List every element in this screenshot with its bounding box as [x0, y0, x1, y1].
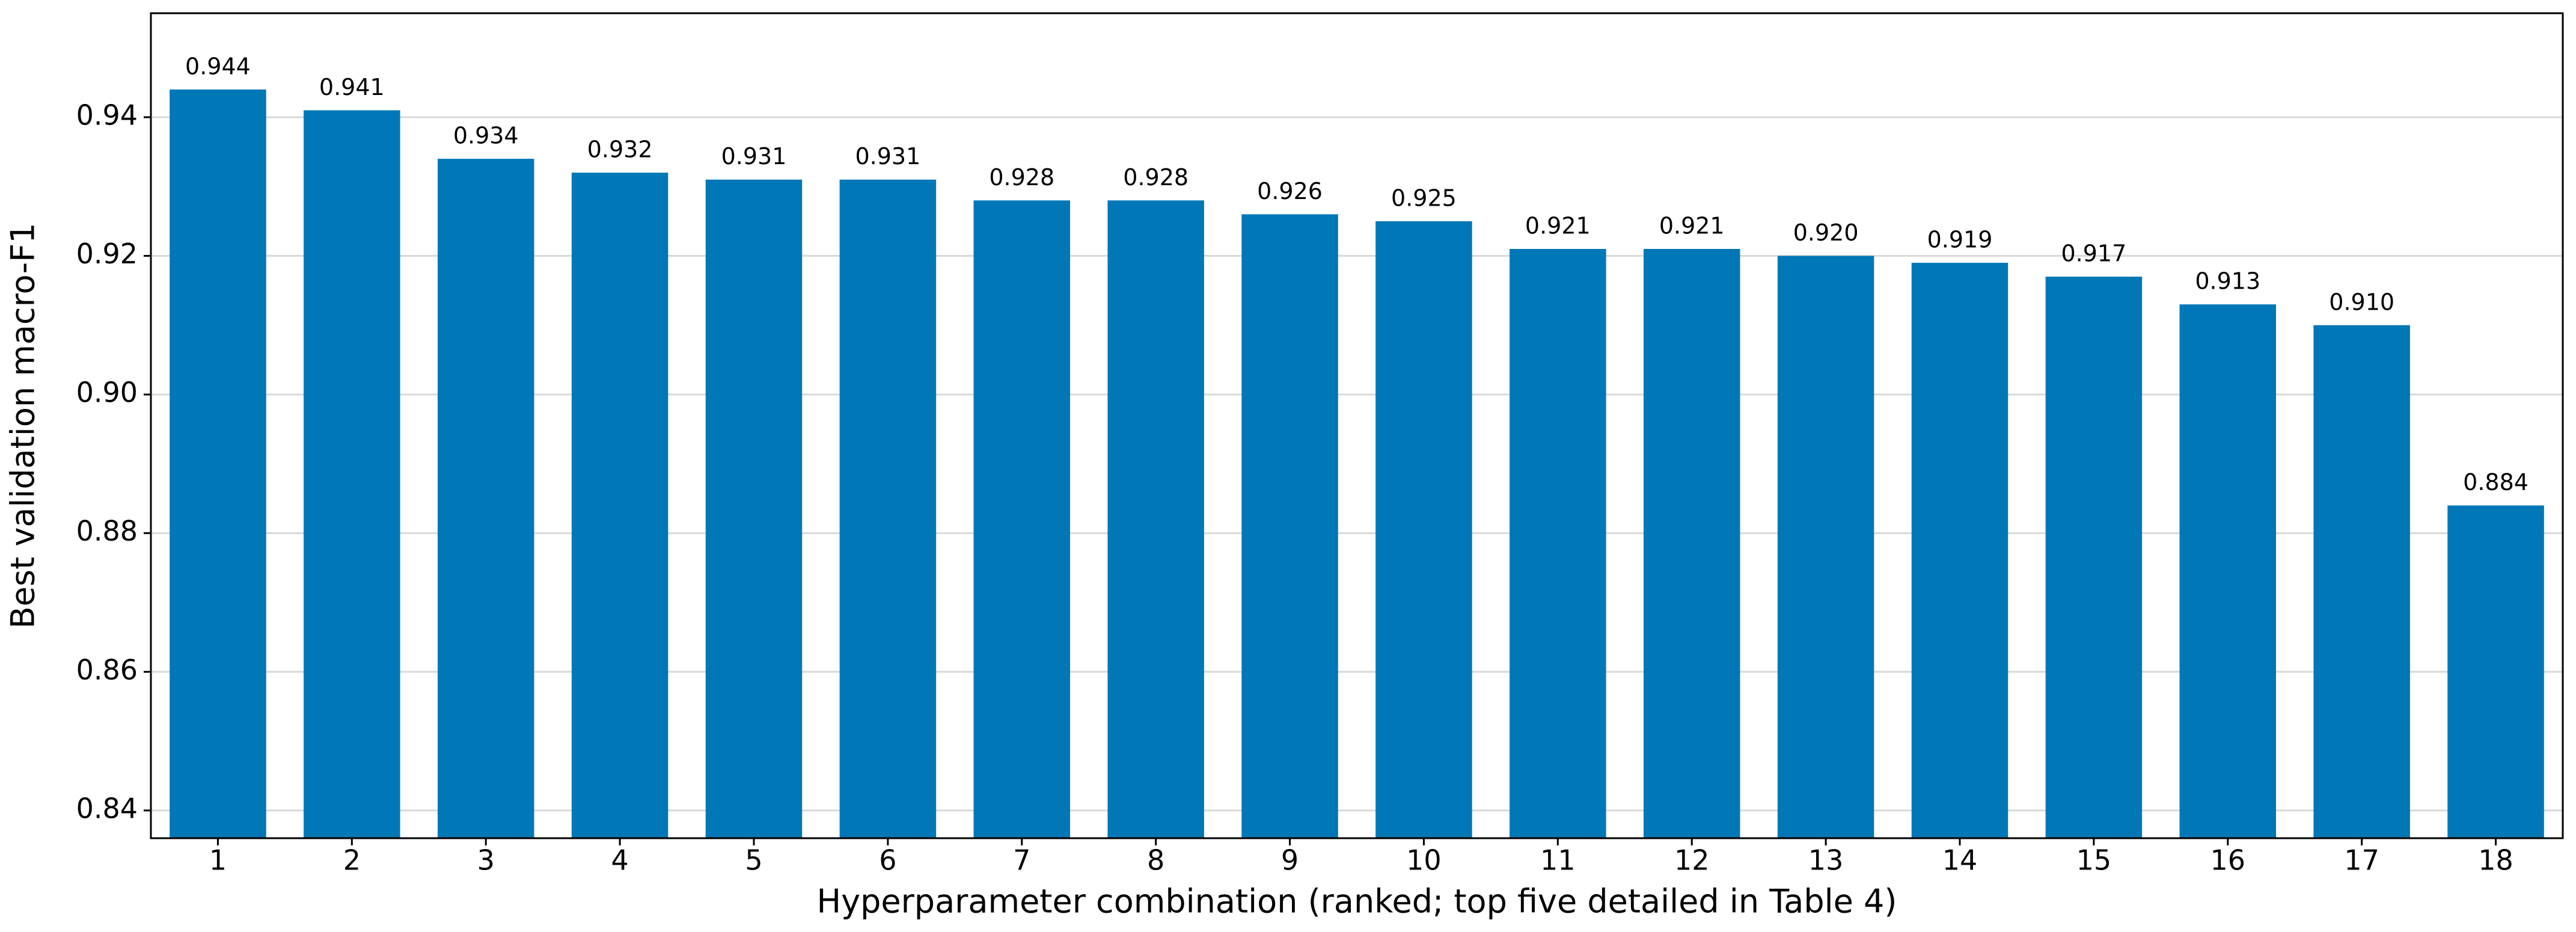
bar [571, 173, 668, 838]
value-label: 0.925 [1391, 185, 1457, 211]
x-tick-label: 3 [477, 844, 495, 877]
x-tick-label: 4 [611, 844, 628, 877]
value-label: 0.919 [1927, 227, 1993, 253]
x-tick-label: 17 [2344, 844, 2379, 877]
x-tick-label: 15 [2076, 844, 2112, 877]
bar [1510, 249, 1606, 838]
bar [170, 89, 266, 839]
bar [304, 110, 400, 839]
x-tick-label: 1 [209, 844, 227, 877]
bar [1911, 263, 2008, 838]
value-label: 0.926 [1257, 178, 1323, 204]
value-label: 0.884 [2463, 469, 2529, 495]
value-label: 0.913 [2195, 268, 2260, 295]
x-tick-label: 12 [1674, 844, 1710, 877]
x-tick-label: 6 [879, 844, 896, 877]
value-label: 0.931 [721, 143, 787, 170]
value-label: 0.928 [989, 164, 1054, 191]
bar [839, 179, 937, 839]
x-tick-label: 13 [1808, 844, 1844, 877]
y-tick-label: 0.94 [76, 99, 138, 131]
x-tick-label: 8 [1147, 844, 1164, 877]
bar [1107, 200, 1204, 838]
bar [437, 159, 534, 838]
x-tick-label: 2 [343, 844, 361, 877]
value-label: 0.932 [587, 136, 653, 163]
y-tick-label: 0.90 [76, 376, 138, 409]
x-tick-label: 10 [1406, 844, 1442, 877]
value-label: 0.910 [2329, 289, 2394, 315]
y-axis-label: Best validation macro-F1 [4, 222, 42, 628]
value-label: 0.928 [1123, 164, 1189, 191]
y-tick-label: 0.84 [76, 792, 138, 824]
value-label: 0.917 [2061, 241, 2126, 267]
value-label: 0.941 [319, 74, 385, 100]
bar [2045, 277, 2143, 838]
x-tick-label: 14 [1942, 844, 1978, 877]
value-label: 0.934 [453, 123, 519, 149]
bar [2447, 505, 2544, 838]
value-label: 0.921 [1525, 213, 1591, 239]
x-tick-label: 5 [745, 844, 762, 877]
bar [1241, 214, 1338, 839]
plot-frame [150, 12, 2564, 839]
value-label: 0.921 [1659, 213, 1725, 239]
bar [2313, 325, 2410, 838]
x-tick-label: 18 [2478, 844, 2513, 877]
value-label: 0.931 [855, 143, 920, 170]
bar [2179, 304, 2277, 838]
bar [1777, 256, 1874, 838]
value-label: 0.944 [185, 53, 251, 79]
x-tick-label: 16 [2210, 844, 2246, 877]
value-label: 0.920 [1793, 219, 1859, 246]
bar [1643, 249, 1740, 838]
bar [973, 200, 1071, 838]
x-tick-label: 9 [1281, 844, 1299, 877]
x-axis-label: Hyperparameter combination (ranked; top … [817, 883, 1897, 921]
y-tick-label: 0.88 [76, 515, 138, 547]
x-tick-label: 11 [1540, 844, 1576, 877]
bar [705, 179, 803, 839]
y-tick-label: 0.86 [76, 654, 138, 686]
bar [1375, 221, 1472, 839]
y-tick-label: 0.92 [76, 238, 138, 270]
x-tick-label: 7 [1013, 844, 1030, 877]
